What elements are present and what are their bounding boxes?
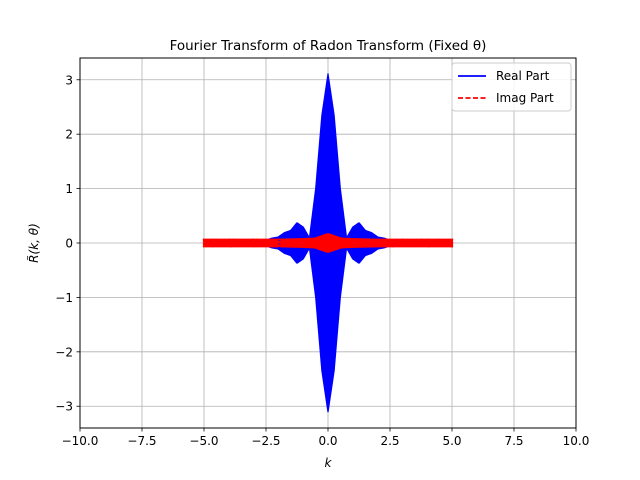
y-tick-label: 0 xyxy=(65,237,73,251)
y-tick-label: −3 xyxy=(55,400,73,414)
y-tick-label: −1 xyxy=(55,291,73,305)
x-tick-label: 0.0 xyxy=(318,434,337,448)
plot-area xyxy=(202,73,454,413)
x-tick-label: 2.5 xyxy=(380,434,399,448)
series-line-imag xyxy=(202,233,454,253)
x-tick-label: 7.5 xyxy=(504,434,523,448)
chart-title: Fourier Transform of Radon Transform (Fi… xyxy=(170,38,487,54)
y-tick-label: 2 xyxy=(65,128,73,142)
y-tick-label: 3 xyxy=(65,73,73,87)
y-tick-label: 1 xyxy=(65,182,73,196)
legend-box xyxy=(451,62,572,112)
x-tick-label: 10.0 xyxy=(563,434,590,448)
y-axis: −3 −2 −1 0 1 2 3 xyxy=(55,73,80,414)
legend-label-real: Real Part xyxy=(496,69,550,83)
x-tick-label: −5.0 xyxy=(189,434,218,448)
y-tick-label: −2 xyxy=(55,345,73,359)
x-tick-label: −7.5 xyxy=(127,434,156,448)
x-axis: −10.0 −7.5 −5.0 −2.5 0.0 2.5 5.0 7.5 10.0 xyxy=(62,428,590,448)
x-tick-label: 5.0 xyxy=(442,434,461,448)
x-axis-label: k xyxy=(325,456,333,470)
y-axis-label: R̃(k, θ) xyxy=(27,223,41,263)
x-tick-label: −2.5 xyxy=(251,434,280,448)
legend-label-imag: Imag Part xyxy=(496,91,554,105)
x-tick-label: −10.0 xyxy=(62,434,99,448)
legend: Real Part Imag Part xyxy=(451,62,572,112)
